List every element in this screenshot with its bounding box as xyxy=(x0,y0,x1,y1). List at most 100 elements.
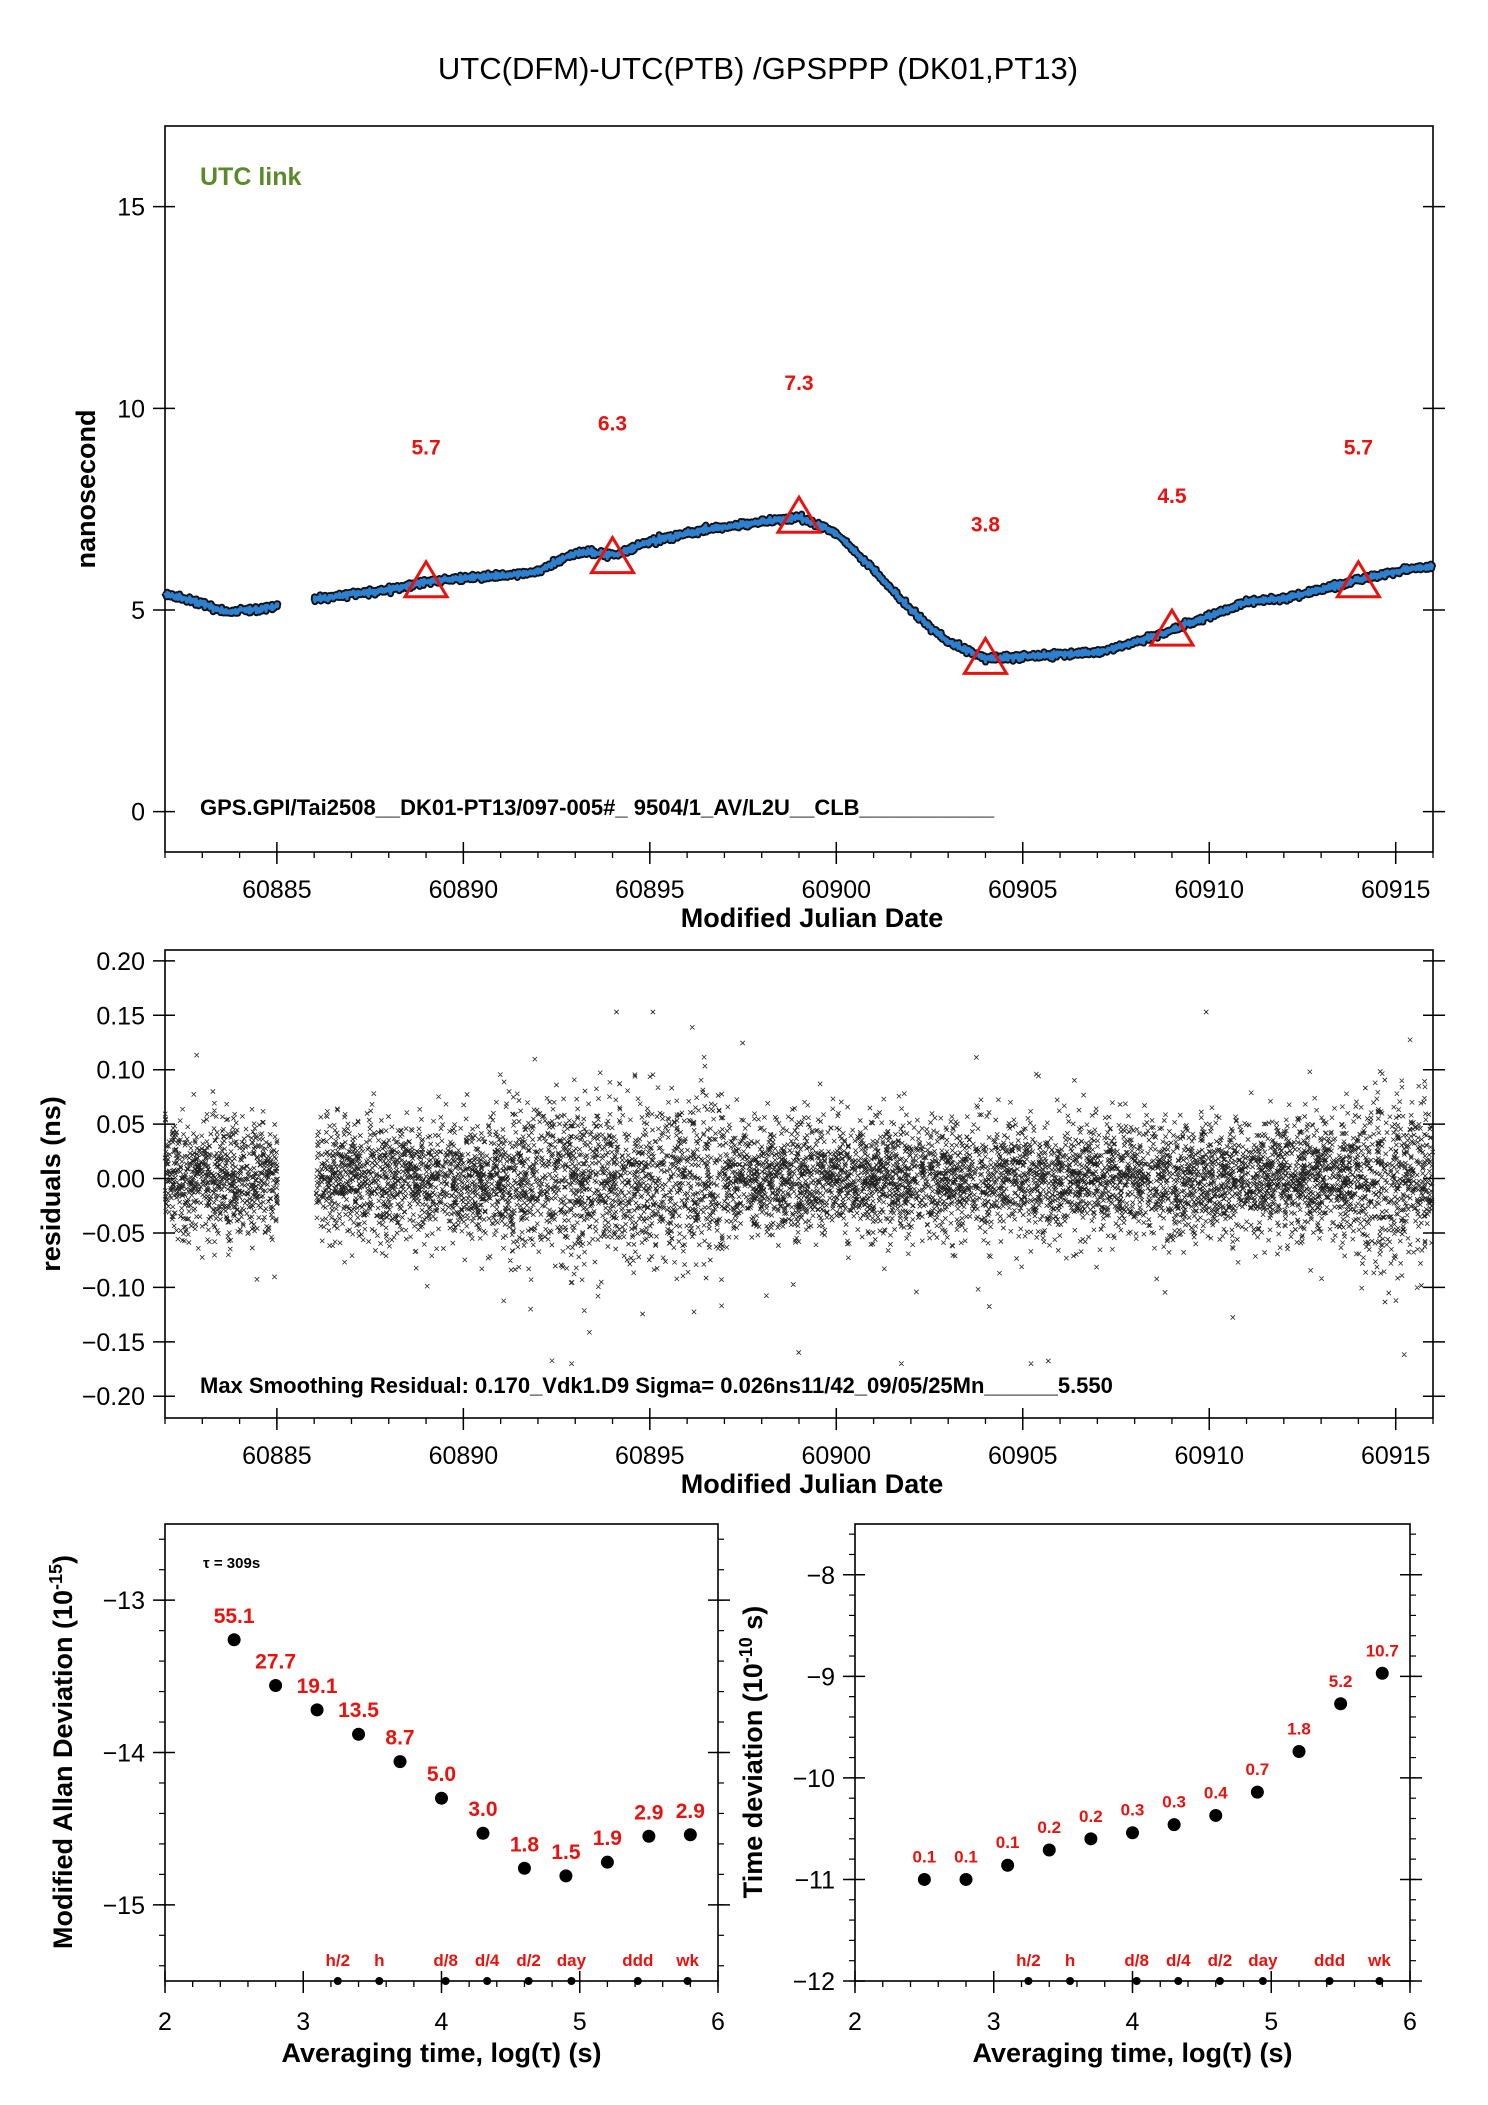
time-mark-label: h/2 xyxy=(1016,1951,1041,1970)
time-mark xyxy=(1174,1977,1183,1985)
sample-marker xyxy=(402,558,450,599)
tdev-x-tick-label: 5 xyxy=(1264,2008,1278,2036)
deviation-label: 0.2 xyxy=(1037,1818,1061,1837)
deviation-point xyxy=(1042,1843,1056,1857)
time-mark-label: d/8 xyxy=(1124,1951,1149,1970)
resid-y-tick-label: 0.05 xyxy=(96,1111,145,1139)
resid-y-tick-label: −0.05 xyxy=(82,1220,145,1248)
deviation-point xyxy=(227,1633,241,1647)
tdev-x-tick-label: 2 xyxy=(848,2008,862,2036)
resid-y-tick-label: −0.15 xyxy=(82,1329,145,1357)
deviation-label: 5.0 xyxy=(427,1763,456,1786)
deviation-point xyxy=(559,1869,573,1883)
mdev-x-tick-label: 4 xyxy=(435,2008,449,2036)
deviation-point xyxy=(1126,1826,1139,1840)
marker-label: 5.7 xyxy=(1344,437,1373,460)
marker-label: 3.8 xyxy=(971,513,1001,536)
resid-x-tick-label: 60890 xyxy=(429,1442,499,1470)
marker-label: 6.3 xyxy=(598,413,627,436)
time-mark xyxy=(375,1977,384,1985)
deviation-label: 1.5 xyxy=(551,1841,581,1864)
plot-frame xyxy=(164,125,1434,853)
resid-x-tick-label: 60915 xyxy=(1361,1442,1431,1470)
deviation-point xyxy=(1292,1744,1306,1758)
time-mark-label: ddd xyxy=(622,1951,653,1970)
resid-x-tick-label: 60900 xyxy=(802,1442,872,1470)
tdev-y-tick-label: −11 xyxy=(794,1866,835,1894)
series-line xyxy=(163,590,280,616)
resid-y-tick-label: 0.15 xyxy=(96,1002,145,1030)
deviation-label: 0.4 xyxy=(1204,1783,1228,1802)
time-mark-label: wk xyxy=(1367,1951,1391,1970)
time-mark-label: d/4 xyxy=(1166,1951,1191,1970)
tau-note: τ = 309s xyxy=(203,1555,260,1572)
mdev-panel: 2 3 4 5 6 −13 −14 −15 Averaging time, log(τ) (s)… xyxy=(46,1523,730,2068)
clock-x-tick-label: 60885 xyxy=(242,876,312,904)
time-mark xyxy=(633,1977,642,1985)
tdev-y-tick-label: −10 xyxy=(793,1765,835,1793)
deviation-point xyxy=(683,1828,697,1842)
deviation-point xyxy=(435,1791,448,1805)
deviation-label: 27.7 xyxy=(255,1650,296,1673)
deviation-point xyxy=(600,1855,614,1869)
resid-x-tick-label: 60895 xyxy=(615,1442,685,1470)
mdev-y-tick-label: −13 xyxy=(103,1587,145,1615)
time-mark-label: d/8 xyxy=(433,1951,458,1970)
tdev-x-tick-label: 6 xyxy=(1403,2008,1417,2036)
resid-y-tick-label: −0.20 xyxy=(82,1383,145,1411)
time-mark xyxy=(524,1977,533,1985)
deviation-label: 0.1 xyxy=(954,1847,978,1866)
x-axis-label: Modified Julian Date xyxy=(681,1469,944,1499)
time-mark xyxy=(483,1977,492,1985)
deviation-label: 0.1 xyxy=(913,1847,937,1866)
time-mark xyxy=(1024,1977,1033,1985)
product-footer: GPS.GPI/Tai2508__DK01-PT13/097-005#_ 950… xyxy=(200,795,995,820)
sample-marker xyxy=(961,635,1010,675)
time-mark-label: h xyxy=(374,1951,384,1970)
sample-marker xyxy=(1334,558,1383,599)
resid-y-tick-label: −0.10 xyxy=(82,1274,145,1302)
time-mark xyxy=(1375,1977,1384,1985)
deviation-label: 0.7 xyxy=(1246,1760,1270,1779)
sample-marker xyxy=(588,534,637,575)
clock-x-tick-label: 60910 xyxy=(1174,876,1244,904)
clock-x-tick-label: 60905 xyxy=(988,876,1058,904)
time-mark xyxy=(441,1977,450,1985)
deviation-label: 2.9 xyxy=(634,1801,663,1824)
x-axis-label: Averaging time, log(τ) (s) xyxy=(281,2038,601,2068)
sample-marker xyxy=(775,494,823,534)
resid-y-tick-label: 0.10 xyxy=(96,1057,145,1085)
deviation-point xyxy=(917,1872,931,1886)
series-line xyxy=(312,512,1435,664)
time-mark-label: d/4 xyxy=(475,1951,500,1970)
time-mark-label: ddd xyxy=(1314,1951,1345,1970)
time-mark xyxy=(1215,1977,1224,1985)
y-axis-label: Time deviation (10-10 s) xyxy=(736,1606,768,1899)
mdev-x-tick-label: 2 xyxy=(158,2008,172,2036)
deviation-point xyxy=(517,1861,531,1875)
clock-difference-panel: 60885 60890 60895 60900 60905 60910 60915 0 5 10 1… xyxy=(71,125,1445,933)
clock-y-tick-label: 0 xyxy=(131,799,145,827)
time-mark xyxy=(683,1977,692,1985)
tdev-x-tick-label: 3 xyxy=(987,2008,1001,2036)
clock-y-tick-label: 5 xyxy=(131,597,145,625)
residuals-panel: 60885 60890 60895 60900 60905 60910 60915 −0.20… xyxy=(36,948,1445,1499)
clock-x-tick-label: 60895 xyxy=(615,876,685,904)
deviation-label: 10.7 xyxy=(1366,1641,1399,1660)
resid-x-tick-label: 60905 xyxy=(988,1442,1058,1470)
time-mark-label: h xyxy=(1065,1951,1075,1970)
time-mark-label: day xyxy=(1248,1951,1278,1970)
deviation-point xyxy=(1250,1785,1264,1799)
mdev-x-tick-label: 5 xyxy=(573,2008,587,2036)
sample-marker xyxy=(1148,607,1196,647)
deviation-point xyxy=(1084,1832,1098,1846)
deviation-label: 0.2 xyxy=(1079,1807,1103,1826)
time-mark-label: d/2 xyxy=(516,1951,541,1970)
plot-frame xyxy=(854,1523,1411,1982)
clock-y-tick-label: 15 xyxy=(117,194,145,222)
deviation-label: 0.1 xyxy=(996,1833,1020,1852)
x-axis-label: Averaging time, log(τ) (s) xyxy=(972,2038,1292,2068)
deviation-label: 0.3 xyxy=(1162,1793,1186,1812)
mdev-y-tick-label: −15 xyxy=(103,1892,145,1920)
